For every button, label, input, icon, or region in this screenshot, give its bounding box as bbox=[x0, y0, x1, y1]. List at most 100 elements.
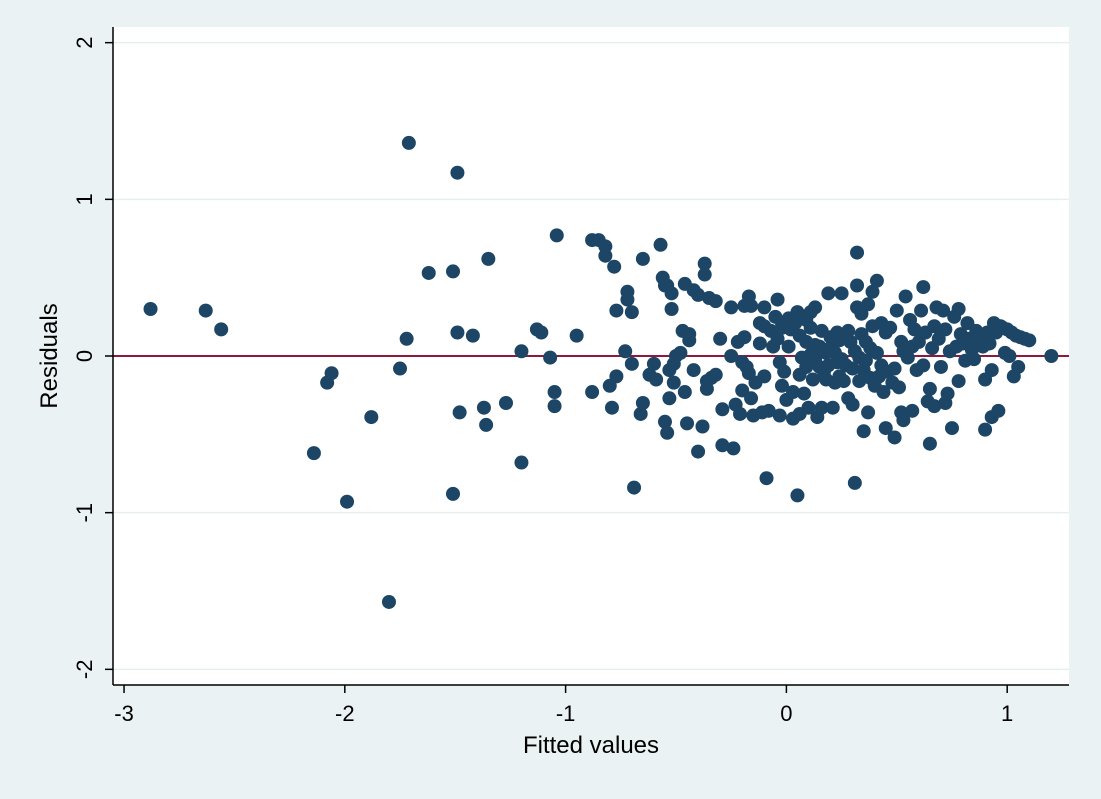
x-axis-ticks: -3 -2 -1 0 1 bbox=[114, 685, 1013, 726]
data-point bbox=[364, 410, 379, 425]
y-axis-ticks: -2 -1 0 1 2 bbox=[72, 37, 113, 679]
data-point bbox=[922, 381, 937, 396]
data-point bbox=[869, 345, 884, 360]
data-point bbox=[781, 339, 796, 354]
data-point bbox=[907, 322, 922, 337]
data-point bbox=[757, 300, 772, 315]
data-point bbox=[691, 444, 706, 459]
data-point bbox=[695, 419, 710, 434]
data-point bbox=[633, 406, 648, 421]
data-point bbox=[891, 380, 906, 395]
data-point bbox=[927, 399, 942, 414]
data-point bbox=[786, 385, 801, 400]
gridlines bbox=[113, 41, 1069, 671]
data-point bbox=[883, 320, 898, 335]
data-point bbox=[865, 284, 880, 299]
data-point bbox=[889, 303, 904, 318]
data-point bbox=[978, 422, 993, 437]
data-point bbox=[686, 363, 701, 378]
data-point bbox=[609, 303, 624, 318]
data-point bbox=[898, 289, 913, 304]
data-point bbox=[774, 378, 789, 393]
data-point bbox=[850, 245, 865, 260]
data-point bbox=[324, 366, 339, 381]
data-point bbox=[476, 400, 491, 415]
data-point bbox=[479, 417, 494, 432]
data-point bbox=[834, 286, 849, 301]
data-point bbox=[887, 361, 902, 376]
data-point bbox=[401, 135, 416, 150]
data-point bbox=[737, 330, 752, 345]
data-point bbox=[861, 297, 876, 312]
data-point bbox=[896, 413, 911, 428]
data-point bbox=[744, 298, 759, 313]
data-point bbox=[916, 358, 931, 373]
data-point bbox=[514, 344, 529, 359]
data-point bbox=[724, 300, 739, 315]
y-axis-title: Residuals bbox=[36, 303, 63, 408]
data-point bbox=[905, 403, 920, 418]
data-point bbox=[856, 424, 871, 439]
data-point bbox=[805, 372, 820, 387]
data-point bbox=[757, 369, 772, 384]
data-point bbox=[534, 325, 549, 340]
data-point bbox=[673, 345, 688, 360]
data-point bbox=[845, 361, 860, 376]
data-point bbox=[618, 344, 633, 359]
data-point bbox=[803, 320, 818, 335]
data-point bbox=[770, 292, 785, 307]
data-point bbox=[887, 430, 902, 445]
x-tick-label: -2 bbox=[335, 701, 355, 726]
data-point bbox=[708, 367, 723, 382]
data-point bbox=[936, 303, 951, 318]
data-point bbox=[498, 396, 513, 410]
data-point bbox=[481, 251, 496, 266]
data-point bbox=[214, 322, 229, 337]
y-tick-label: 0 bbox=[72, 350, 97, 362]
data-point bbox=[861, 405, 876, 420]
data-point bbox=[607, 259, 622, 274]
data-point bbox=[450, 325, 465, 340]
data-point bbox=[465, 328, 480, 343]
data-point bbox=[664, 286, 679, 301]
y-tick-label: 1 bbox=[72, 193, 97, 205]
data-point bbox=[653, 237, 668, 252]
data-point bbox=[691, 287, 706, 302]
data-points bbox=[143, 135, 1059, 609]
data-point bbox=[340, 494, 355, 509]
data-point bbox=[770, 331, 785, 346]
data-point bbox=[808, 300, 823, 315]
data-point bbox=[713, 331, 728, 346]
data-point bbox=[761, 403, 776, 418]
data-point bbox=[660, 425, 675, 440]
data-point bbox=[646, 356, 661, 371]
data-point bbox=[1044, 349, 1059, 363]
data-point bbox=[922, 436, 937, 451]
y-tick-label: -1 bbox=[72, 503, 97, 523]
data-point bbox=[914, 303, 929, 318]
data-point bbox=[938, 322, 953, 337]
data-point bbox=[821, 286, 836, 301]
data-point bbox=[549, 228, 564, 243]
data-point bbox=[697, 256, 712, 271]
data-point bbox=[446, 486, 461, 501]
data-point bbox=[759, 471, 774, 486]
data-point bbox=[869, 273, 884, 288]
data-point bbox=[543, 350, 558, 365]
data-point bbox=[825, 400, 840, 415]
data-point bbox=[900, 350, 915, 365]
data-point bbox=[878, 421, 893, 436]
data-point bbox=[744, 391, 759, 406]
data-point bbox=[933, 359, 948, 374]
data-point bbox=[569, 328, 584, 343]
data-point bbox=[940, 386, 955, 401]
data-point bbox=[666, 375, 681, 390]
data-point bbox=[306, 446, 321, 461]
data-point bbox=[951, 374, 966, 389]
data-point bbox=[198, 303, 213, 318]
data-point bbox=[450, 165, 465, 180]
data-point bbox=[682, 333, 697, 348]
data-point bbox=[393, 361, 408, 376]
data-point bbox=[967, 352, 982, 367]
